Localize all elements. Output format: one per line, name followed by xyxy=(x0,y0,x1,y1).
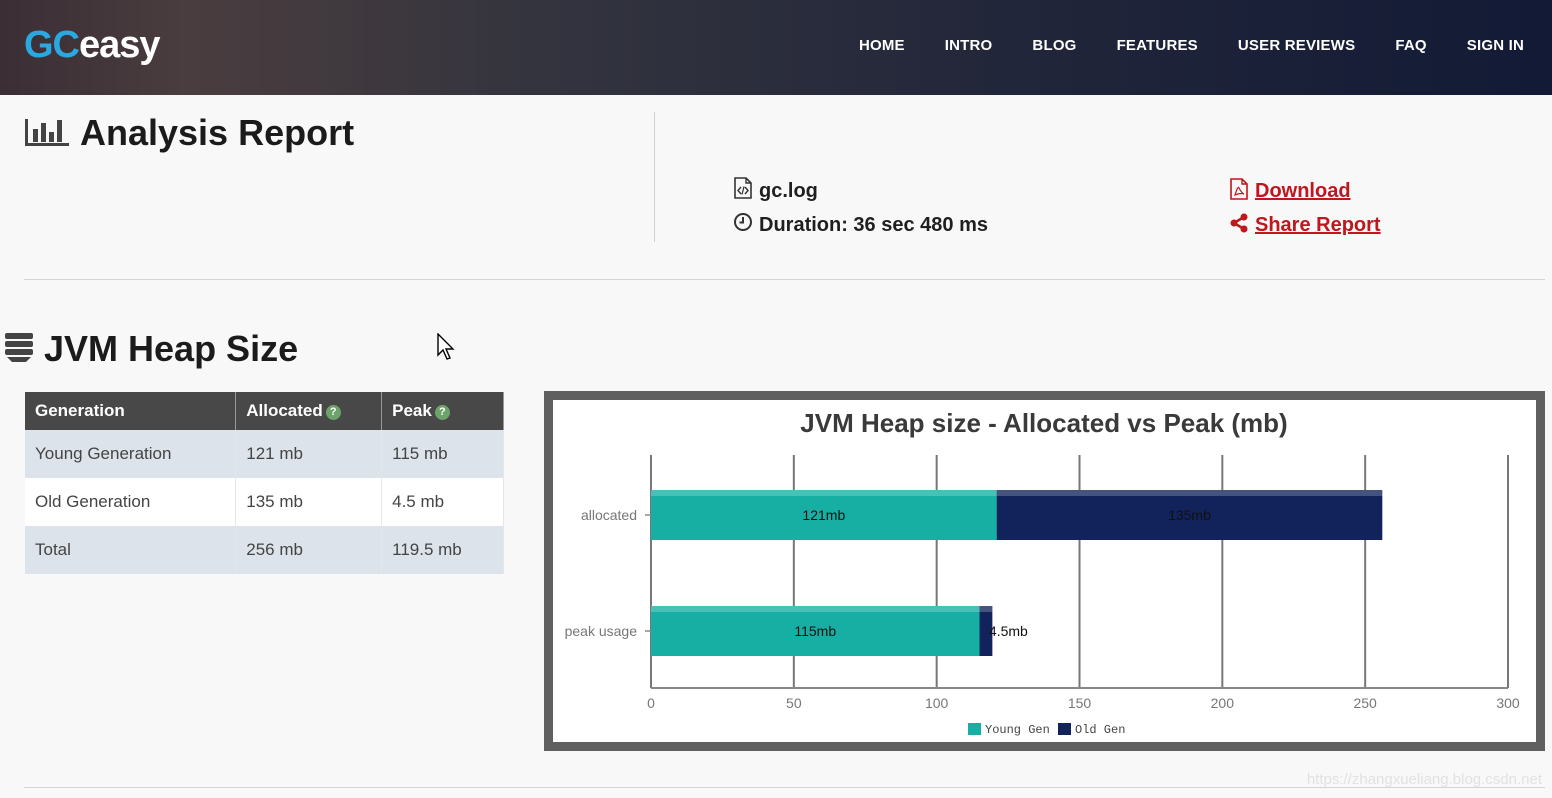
col-generation: Generation xyxy=(25,392,237,430)
x-tick-label: 200 xyxy=(1211,695,1235,711)
bar-highlight xyxy=(979,606,993,612)
cell-peak: 115 mb xyxy=(381,430,504,478)
report-actions: Download Share Report xyxy=(1229,174,1381,242)
main-nav: HOME INTRO BLOG FEATURES USER REVIEWS FA… xyxy=(859,37,1524,54)
cell-allocated: 121 mb xyxy=(235,430,383,478)
legend-label: Old Gen xyxy=(1075,723,1125,737)
table-row: Total 256 mb 119.5 mb xyxy=(25,526,504,574)
nav-blog[interactable]: BLOG xyxy=(1032,37,1077,54)
bar-data-label: 135mb xyxy=(1168,507,1211,523)
section-title: JVM Heap Size xyxy=(44,328,299,369)
nav-user-reviews[interactable]: USER REVIEWS xyxy=(1237,37,1356,54)
file-info: gc.log Duration: 36 sec 480 ms xyxy=(733,174,988,242)
section-divider xyxy=(24,787,1545,788)
heap-section-heading: JVM Heap Size xyxy=(4,328,298,370)
bar-data-label: 4.5mb xyxy=(989,623,1028,639)
download-row: Download xyxy=(1229,174,1381,208)
nav-sign-in[interactable]: SIGN IN xyxy=(1466,37,1524,54)
nav-features[interactable]: FEATURES xyxy=(1116,37,1198,54)
duration-text: Duration: 36 sec 480 ms xyxy=(759,213,988,236)
file-name-row: gc.log xyxy=(733,174,988,208)
cell-generation: Young Generation xyxy=(25,430,237,478)
x-tick-label: 300 xyxy=(1496,695,1520,711)
top-navbar: GCeasy HOME INTRO BLOG FEATURES USER REV… xyxy=(0,0,1552,95)
x-tick-label: 50 xyxy=(786,695,802,711)
y-category-label: peak usage xyxy=(565,623,638,639)
file-code-icon xyxy=(733,177,753,205)
page-title: Analysis Report xyxy=(80,112,355,153)
nav-intro[interactable]: INTRO xyxy=(944,37,993,54)
legend-swatch xyxy=(968,723,981,735)
bar-highlight xyxy=(996,490,1383,496)
chart-title: JVM Heap size - Allocated vs Peak (mb) xyxy=(800,408,1287,438)
help-icon[interactable]: ? xyxy=(434,405,450,420)
bar-segment xyxy=(651,490,997,540)
x-tick-label: 150 xyxy=(1068,695,1092,711)
cell-generation: Old Generation xyxy=(25,478,237,526)
heap-size-table: Generation Allocated? Peak? Young Genera… xyxy=(25,392,504,574)
download-link[interactable]: Download xyxy=(1255,179,1351,202)
bar-chart-icon xyxy=(24,115,70,152)
col-allocated: Allocated? xyxy=(235,392,383,430)
bar-data-label: 115mb xyxy=(794,623,836,639)
mouse-cursor-icon xyxy=(437,332,457,366)
legend-swatch xyxy=(1058,723,1071,735)
x-tick-label: 100 xyxy=(925,695,949,711)
legend-label: Young Gen xyxy=(985,723,1050,737)
bar-segment xyxy=(996,490,1383,540)
y-category-label: allocated xyxy=(581,507,637,523)
section-divider xyxy=(24,279,1545,280)
share-report-link[interactable]: Share Report xyxy=(1255,213,1381,236)
cell-peak: 4.5 mb xyxy=(381,478,504,526)
watermark-text: https://zhangxueliang.blog.csdn.net xyxy=(1306,771,1542,788)
nav-home[interactable]: HOME xyxy=(858,37,905,54)
cell-allocated: 256 mb xyxy=(235,526,383,574)
table-header-row: Generation Allocated? Peak? xyxy=(25,392,504,430)
col-peak: Peak? xyxy=(381,392,504,430)
nav-faq[interactable]: FAQ xyxy=(1395,37,1427,54)
bar-highlight xyxy=(651,490,997,496)
share-icon xyxy=(1229,213,1249,238)
bar-segment xyxy=(651,606,980,656)
table-row: Young Generation 121 mb 115 mb xyxy=(25,430,504,478)
cell-generation: Total xyxy=(25,526,237,574)
bar-data-label: 121mb xyxy=(802,507,845,523)
cell-allocated: 135 mb xyxy=(235,478,383,526)
database-icon xyxy=(4,331,34,368)
header-divider xyxy=(654,112,655,242)
gceasy-logo[interactable]: GCeasy xyxy=(24,24,161,66)
duration-row: Duration: 36 sec 480 ms xyxy=(733,208,988,242)
help-icon[interactable]: ? xyxy=(325,405,341,420)
clock-icon xyxy=(733,212,753,238)
pdf-file-icon xyxy=(1229,177,1249,205)
x-tick-label: 0 xyxy=(647,695,655,711)
report-heading: Analysis Report xyxy=(24,112,354,154)
table-row: Old Generation 135 mb 4.5 mb xyxy=(25,478,504,526)
bar-segment xyxy=(979,606,993,656)
heap-bar-chart: JVM Heap size - Allocated vs Peak (mb) 0… xyxy=(565,408,1520,737)
x-tick-label: 250 xyxy=(1353,695,1377,711)
file-name: gc.log xyxy=(759,179,818,202)
bar-highlight xyxy=(651,606,980,612)
share-row: Share Report xyxy=(1229,208,1381,242)
heap-chart-panel: JVM Heap size - Allocated vs Peak (mb) 0… xyxy=(544,391,1545,751)
cell-peak: 119.5 mb xyxy=(381,526,504,574)
